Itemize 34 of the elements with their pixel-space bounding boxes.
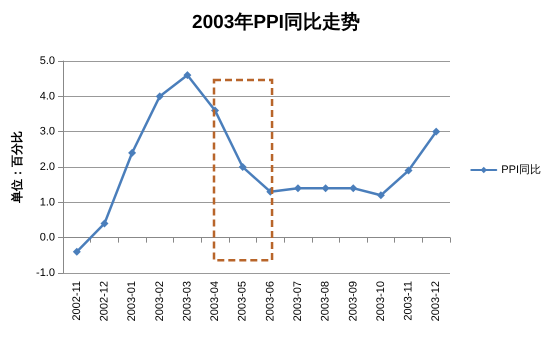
y-axis-title: 单位：百分比	[10, 131, 24, 204]
point	[432, 128, 440, 136]
x-tick-label: 2003-01	[126, 281, 138, 322]
point	[183, 71, 192, 80]
point	[238, 163, 247, 171]
y-tick-label: 3.0	[40, 126, 55, 138]
y-tick-label: 1.0	[40, 196, 55, 208]
y-tick-label: 0.0	[40, 232, 55, 244]
chart-title: 2003年PPI同比走势	[192, 11, 360, 33]
point	[128, 148, 136, 157]
x-tick-label: 2003-08	[320, 281, 332, 322]
point	[376, 191, 385, 200]
x-tick-label: 2002-12	[98, 281, 110, 322]
y-tick-label: 2.0	[40, 161, 55, 173]
x-tick-label: 2003-05	[236, 281, 249, 322]
point	[72, 248, 81, 256]
x-tick-label: 2003-07	[292, 281, 304, 322]
y-tick-label: 4.0	[40, 90, 55, 102]
x-tick-label: 2003-10	[374, 281, 387, 322]
point	[404, 166, 413, 175]
x-tick-label: 2003-11	[402, 281, 415, 321]
x-tick-label: 2003-12	[430, 281, 442, 322]
x-tick-label: 2003-03	[181, 281, 194, 322]
legend-label: PPI同比	[501, 163, 542, 176]
x-tick-label: 2003-04	[209, 281, 222, 322]
x-tick-label: 2002-11	[70, 281, 83, 321]
x-tick-label: 2003-06	[264, 281, 276, 322]
point	[294, 184, 302, 192]
y-tick-label: 5.0	[40, 55, 55, 67]
point	[156, 92, 164, 100]
point	[100, 220, 108, 228]
y-tick-label: -1.0	[36, 267, 55, 279]
x-tick-label: 2003-09	[347, 281, 360, 322]
x-tick-label: 2003-02	[154, 281, 166, 322]
